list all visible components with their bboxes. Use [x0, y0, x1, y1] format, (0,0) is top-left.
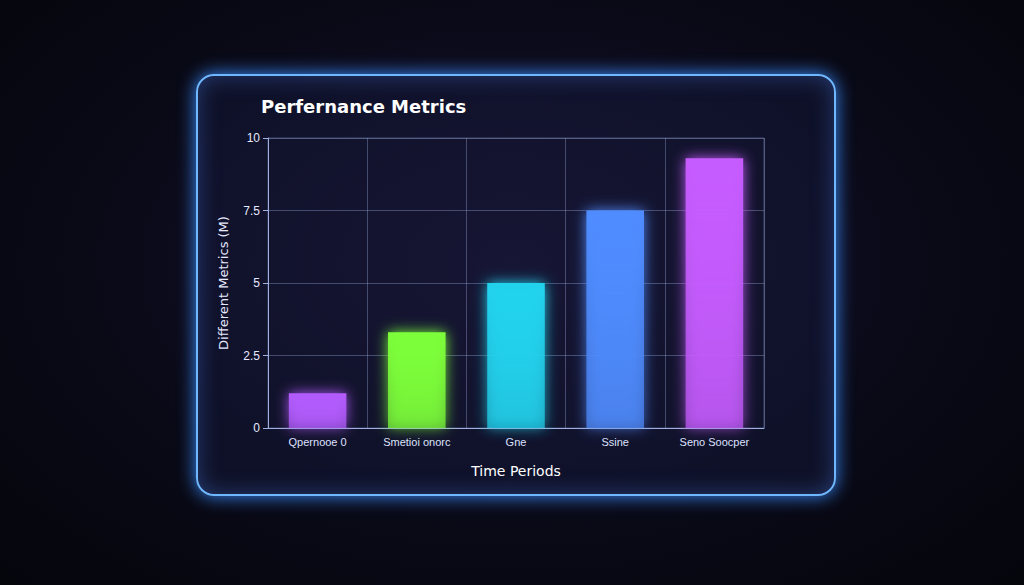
svg-text:10: 10: [247, 131, 261, 145]
svg-text:Ssine: Ssine: [601, 436, 629, 448]
svg-text:2.5: 2.5: [243, 349, 260, 363]
svg-text:Perfernance Metrics: Perfernance Metrics: [261, 96, 466, 117]
svg-text:Smetioi onorc: Smetioi onorc: [383, 436, 451, 448]
svg-text:5: 5: [253, 276, 260, 290]
svg-text:0: 0: [253, 421, 260, 435]
svg-text:Different Metrics (M): Different Metrics (M): [216, 216, 231, 350]
svg-text:7.5: 7.5: [243, 204, 260, 218]
svg-text:Seno Soocper: Seno Soocper: [680, 436, 750, 448]
svg-text:Gne: Gne: [506, 436, 527, 448]
svg-text:Qpernooe 0: Qpernooe 0: [289, 436, 347, 448]
svg-text:Time Periods: Time Periods: [470, 463, 561, 479]
